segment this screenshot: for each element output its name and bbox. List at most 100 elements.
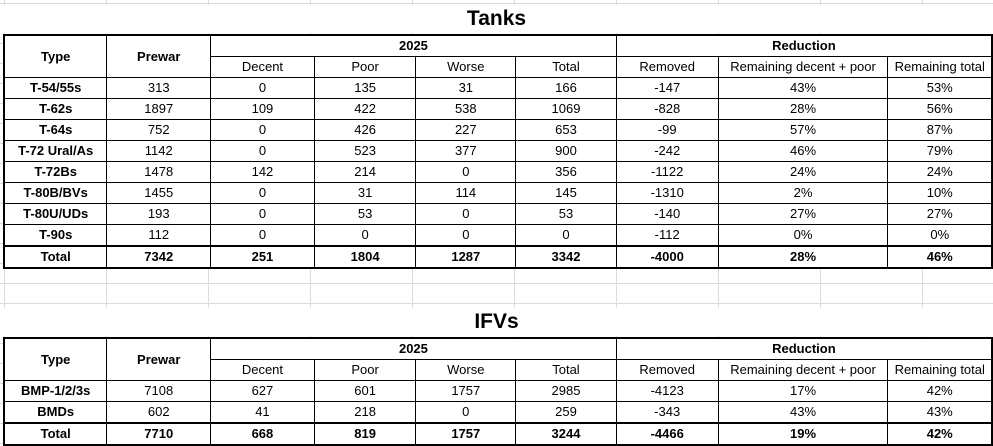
tanks-total-type[interactable]: Total xyxy=(3,245,108,269)
tanks-cell-type[interactable]: T-80U/UDs xyxy=(3,203,108,225)
tanks-cell-prewar[interactable]: 1478 xyxy=(106,161,212,183)
tanks-cell-removed[interactable]: -99 xyxy=(615,119,719,141)
tanks-cell-prewar[interactable]: 752 xyxy=(106,119,212,141)
tanks-cell-total[interactable]: 53 xyxy=(515,203,617,225)
tanks-header-decent[interactable]: Decent xyxy=(210,56,315,78)
ifvs-cell-decent[interactable]: 627 xyxy=(210,380,315,402)
tanks-header-2025[interactable]: 2025 xyxy=(210,34,617,57)
tanks-cell-total[interactable]: 145 xyxy=(515,182,617,204)
tanks-cell-remaining-total[interactable]: 87% xyxy=(887,119,993,141)
tanks-cell-prewar[interactable]: 193 xyxy=(106,203,212,225)
tanks-cell-total[interactable]: 900 xyxy=(515,140,617,162)
ifvs-cell-remaining-decent-poor[interactable]: 43% xyxy=(717,401,889,424)
tanks-cell-total[interactable]: 166 xyxy=(515,77,617,99)
tanks-cell-type[interactable]: T-72Bs xyxy=(3,161,108,183)
tanks-cell-poor[interactable]: 53 xyxy=(313,203,417,225)
tanks-cell-removed[interactable]: -828 xyxy=(615,98,719,120)
ifvs-header-prewar[interactable]: Prewar xyxy=(106,337,212,381)
tanks-cell-poor[interactable]: 0 xyxy=(313,224,417,247)
ifvs-total-total[interactable]: 3244 xyxy=(515,422,617,446)
tanks-header-remaining-total[interactable]: Remaining total xyxy=(887,56,993,78)
tanks-cell-removed[interactable]: -112 xyxy=(615,224,719,247)
tanks-cell-remaining-total[interactable]: 24% xyxy=(887,161,993,183)
tanks-cell-remaining-total[interactable]: 0% xyxy=(887,224,993,247)
tanks-total-poor[interactable]: 1804 xyxy=(313,245,417,269)
ifvs-cell-remaining-total[interactable]: 43% xyxy=(887,401,993,424)
ifvs-header-reduction[interactable]: Reduction xyxy=(615,337,993,360)
tanks-cell-decent[interactable]: 0 xyxy=(210,182,315,204)
tanks-header-poor[interactable]: Poor xyxy=(313,56,417,78)
tanks-total-worse[interactable]: 1287 xyxy=(415,245,517,269)
ifvs-total-worse[interactable]: 1757 xyxy=(415,422,517,446)
tanks-cell-remaining-decent-poor[interactable]: 0% xyxy=(717,224,889,247)
ifvs-title[interactable]: IFVs xyxy=(474,310,519,333)
ifvs-header-2025[interactable]: 2025 xyxy=(210,337,617,360)
ifvs-header-poor[interactable]: Poor xyxy=(313,359,417,381)
tanks-cell-total[interactable]: 1069 xyxy=(515,98,617,120)
ifvs-total-decent[interactable]: 668 xyxy=(210,422,315,446)
tanks-cell-remaining-decent-poor[interactable]: 57% xyxy=(717,119,889,141)
tanks-header-worse[interactable]: Worse xyxy=(415,56,517,78)
tanks-cell-prewar[interactable]: 1455 xyxy=(106,182,212,204)
tanks-cell-type[interactable]: T-64s xyxy=(3,119,108,141)
tanks-cell-poor[interactable]: 523 xyxy=(313,140,417,162)
tanks-cell-prewar[interactable]: 1142 xyxy=(106,140,212,162)
ifvs-cell-removed[interactable]: -4123 xyxy=(615,380,719,402)
tanks-cell-removed[interactable]: -147 xyxy=(615,77,719,99)
tanks-cell-decent[interactable]: 0 xyxy=(210,77,315,99)
tanks-cell-type[interactable]: T-72 Ural/As xyxy=(3,140,108,162)
tanks-cell-remaining-total[interactable]: 53% xyxy=(887,77,993,99)
ifvs-cell-removed[interactable]: -343 xyxy=(615,401,719,424)
ifvs-cell-prewar[interactable]: 7108 xyxy=(106,380,212,402)
ifvs-cell-worse[interactable]: 1757 xyxy=(415,380,517,402)
ifvs-total-type[interactable]: Total xyxy=(3,422,108,446)
tanks-cell-remaining-decent-poor[interactable]: 24% xyxy=(717,161,889,183)
tanks-header-removed[interactable]: Removed xyxy=(615,56,719,78)
tanks-cell-remaining-decent-poor[interactable]: 27% xyxy=(717,203,889,225)
tanks-cell-worse[interactable]: 114 xyxy=(415,182,517,204)
tanks-cell-type[interactable]: T-54/55s xyxy=(3,77,108,99)
tanks-total-total[interactable]: 3342 xyxy=(515,245,617,269)
tanks-cell-decent[interactable]: 0 xyxy=(210,224,315,247)
tanks-cell-decent[interactable]: 0 xyxy=(210,140,315,162)
tanks-cell-removed[interactable]: -140 xyxy=(615,203,719,225)
ifvs-total-remaining-decent-poor[interactable]: 19% xyxy=(717,422,889,446)
ifvs-cell-prewar[interactable]: 602 xyxy=(106,401,212,424)
tanks-total-remaining-total[interactable]: 46% xyxy=(887,245,993,269)
tanks-cell-worse[interactable]: 377 xyxy=(415,140,517,162)
tanks-cell-worse[interactable]: 31 xyxy=(415,77,517,99)
ifvs-header-worse[interactable]: Worse xyxy=(415,359,517,381)
ifvs-header-remaining-decent-poor[interactable]: Remaining decent + poor xyxy=(717,359,889,381)
tanks-cell-type[interactable]: T-80B/BVs xyxy=(3,182,108,204)
ifvs-total-prewar[interactable]: 7710 xyxy=(106,422,212,446)
tanks-cell-type[interactable]: T-90s xyxy=(3,224,108,247)
tanks-total-prewar[interactable]: 7342 xyxy=(106,245,212,269)
tanks-cell-poor[interactable]: 426 xyxy=(313,119,417,141)
tanks-header-total[interactable]: Total xyxy=(515,56,617,78)
ifvs-total-poor[interactable]: 819 xyxy=(313,422,417,446)
tanks-cell-poor[interactable]: 135 xyxy=(313,77,417,99)
tanks-cell-total[interactable]: 0 xyxy=(515,224,617,247)
tanks-header-type[interactable]: Type xyxy=(3,34,108,78)
ifvs-cell-poor[interactable]: 218 xyxy=(313,401,417,424)
ifvs-cell-remaining-decent-poor[interactable]: 17% xyxy=(717,380,889,402)
ifvs-header-removed[interactable]: Removed xyxy=(615,359,719,381)
ifvs-header-decent[interactable]: Decent xyxy=(210,359,315,381)
tanks-cell-prewar[interactable]: 112 xyxy=(106,224,212,247)
ifvs-cell-decent[interactable]: 41 xyxy=(210,401,315,424)
tanks-cell-worse[interactable]: 538 xyxy=(415,98,517,120)
tanks-cell-decent[interactable]: 142 xyxy=(210,161,315,183)
tanks-total-remaining-decent-poor[interactable]: 28% xyxy=(717,245,889,269)
tanks-cell-poor[interactable]: 422 xyxy=(313,98,417,120)
tanks-cell-prewar[interactable]: 313 xyxy=(106,77,212,99)
tanks-cell-removed[interactable]: -1310 xyxy=(615,182,719,204)
tanks-cell-type[interactable]: T-62s xyxy=(3,98,108,120)
ifvs-cell-remaining-total[interactable]: 42% xyxy=(887,380,993,402)
tanks-total-removed[interactable]: -4000 xyxy=(615,245,719,269)
ifvs-cell-total[interactable]: 259 xyxy=(515,401,617,424)
tanks-cell-removed[interactable]: -242 xyxy=(615,140,719,162)
tanks-cell-total[interactable]: 356 xyxy=(515,161,617,183)
ifvs-cell-total[interactable]: 2985 xyxy=(515,380,617,402)
tanks-cell-decent[interactable]: 0 xyxy=(210,119,315,141)
tanks-cell-remaining-total[interactable]: 79% xyxy=(887,140,993,162)
